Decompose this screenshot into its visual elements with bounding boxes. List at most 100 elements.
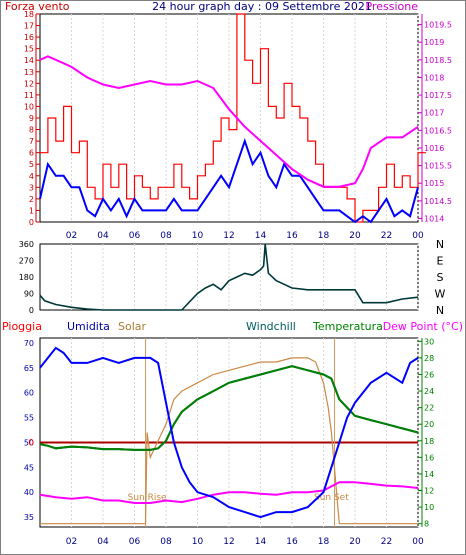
- x-tick-label: 16: [286, 537, 298, 547]
- x-tick-label: 06: [129, 537, 141, 547]
- y-right-tick-label: 8: [424, 520, 429, 529]
- y-right-tick-label: 1018: [424, 73, 444, 82]
- y-left-tick-label: 50: [24, 438, 34, 447]
- x-tick-label: 14: [255, 231, 267, 241]
- y-left-tick-label: 12: [24, 79, 34, 88]
- direction-degree-label: 270: [19, 257, 34, 266]
- compass-label: W: [435, 288, 446, 301]
- x-tick-label: 02: [66, 537, 77, 547]
- x-tick-label: 12: [223, 537, 234, 547]
- x-tick-label: 10: [192, 537, 204, 547]
- y-right-tick-label: 1017.5: [424, 91, 452, 100]
- y-left-tick-label: 5: [29, 160, 34, 169]
- y-left-tick-label: 10: [24, 102, 34, 111]
- y-right-tick-label: 1016: [424, 144, 444, 153]
- direction-series-line: [39, 243, 419, 311]
- x-tick-label: 20: [349, 231, 361, 241]
- y-left-tick-label: 3: [29, 183, 34, 192]
- y-right-tick-label: 1017: [424, 109, 444, 118]
- pressure-axis-label: Pressione: [366, 0, 419, 13]
- x-tick-label: 18: [318, 231, 330, 241]
- y-left-tick-label: 8: [29, 126, 34, 135]
- solar-label: Solar: [118, 320, 147, 333]
- chart-title: 24 hour graph day : 09 Settembre 2021: [152, 0, 372, 13]
- y-right-tick-label: 28: [424, 354, 434, 363]
- y-left-tick-label: 40: [24, 488, 34, 497]
- x-tick-label: 04: [97, 231, 109, 241]
- temperature-humidity-panel: 02 04 06 0 8 10 12 14 16 18 20 22 00 35 40 45 50 55 60 65 70…: [24, 337, 434, 547]
- compass-label: N: [436, 304, 444, 317]
- y-left-tick-label: 35: [24, 513, 34, 522]
- x-tick-label: 12: [223, 231, 234, 241]
- y-left-tick-label: 18: [24, 10, 34, 19]
- x-tick-label: 00: [412, 537, 424, 547]
- y-left-tick-label: 11: [24, 91, 34, 100]
- x-tick-label: 08: [160, 231, 172, 241]
- y-right-tick-label: 30: [424, 337, 434, 346]
- temperature-label: Temperatura: [312, 320, 383, 333]
- dewpoint-series-line: [39, 481, 419, 504]
- x-tick-label: 16: [286, 231, 298, 241]
- direction-degree-label: 360: [19, 240, 34, 249]
- x-tick-label: 18: [318, 537, 330, 547]
- compass-label: S: [437, 271, 444, 284]
- y-right-tick-label: 18: [424, 437, 434, 446]
- y-right-tick-label: 10: [424, 503, 434, 512]
- x-tick-label: 04: [97, 537, 109, 547]
- wind-direction-panel: 0 N 90 W 180 S 270 E 360 N: [19, 238, 446, 317]
- direction-degree-label: 90: [24, 290, 34, 299]
- y-left-tick-label: 0: [29, 218, 34, 227]
- windchill-label: Windchill: [246, 320, 296, 333]
- y-left-tick-label: 70: [24, 339, 34, 348]
- y-left-tick-label: 55: [24, 414, 34, 423]
- x-tick-label: 22: [381, 231, 392, 241]
- y-left-tick-label: 17: [24, 22, 34, 31]
- rain-label: Pioggia: [2, 320, 42, 333]
- y-right-tick-label: 1018.5: [424, 56, 452, 65]
- x-tick-label: 22: [381, 537, 392, 547]
- wind-pressure-panel: 02 04 06 08 10 12 14 16 18 20 22 000123456789101112…: [24, 10, 452, 241]
- x-tick-label: 10: [192, 231, 204, 241]
- wind-series-line: [39, 137, 419, 224]
- y-right-tick-label: 20: [424, 420, 434, 429]
- y-right-tick-label: 1014: [424, 214, 444, 223]
- compass-label: E: [437, 255, 444, 268]
- y-right-tick-label: 26: [424, 370, 434, 379]
- compass-label: N: [436, 238, 444, 251]
- dewpoint-label: Dew Point (°C): [383, 320, 463, 333]
- y-left-tick-label: 13: [24, 68, 34, 77]
- y-left-tick-label: 60: [24, 389, 34, 398]
- y-left-tick-label: 4: [29, 172, 34, 181]
- y-right-tick-label: 16: [424, 453, 434, 462]
- y-right-tick-label: 1019: [424, 38, 444, 47]
- y-right-tick-label: 1015.5: [424, 162, 452, 171]
- x-tick-label: 02: [66, 231, 77, 241]
- direction-degree-label: 0: [29, 306, 34, 315]
- y-left-tick-label: 1: [29, 206, 34, 215]
- y-left-tick-label: 2: [29, 195, 34, 204]
- humidity-series-line: [39, 346, 419, 519]
- humidity-label: Umidita: [67, 320, 110, 333]
- direction-degree-label: 180: [19, 273, 34, 282]
- y-right-tick-label: 24: [424, 387, 434, 396]
- y-left-tick-label: 16: [24, 33, 34, 42]
- y-right-tick-label: 1019.5: [424, 21, 452, 30]
- y-left-tick-label: 45: [24, 463, 34, 472]
- sunrise-annotation: Sun Rise: [128, 493, 167, 503]
- wind-axis-label: Forza vento: [5, 0, 70, 13]
- y-right-tick-label: 1014.5: [424, 197, 452, 206]
- y-left-tick-label: 6: [29, 149, 34, 158]
- y-right-tick-label: 1015: [424, 179, 444, 188]
- y-left-tick-label: 9: [29, 114, 34, 123]
- y-left-tick-label: 65: [24, 364, 34, 373]
- y-right-tick-label: 1016.5: [424, 126, 452, 135]
- x-tick-label: 20: [349, 537, 361, 547]
- y-left-tick-label: 14: [24, 56, 34, 65]
- x-tick-label: 00: [412, 231, 424, 241]
- y-right-tick-label: 22: [424, 404, 434, 413]
- y-left-tick-label: 15: [24, 45, 34, 54]
- y-right-tick-label: 14: [424, 470, 434, 479]
- gust-series-line: [40, 13, 426, 223]
- rain-zero-label: 0: [28, 438, 34, 448]
